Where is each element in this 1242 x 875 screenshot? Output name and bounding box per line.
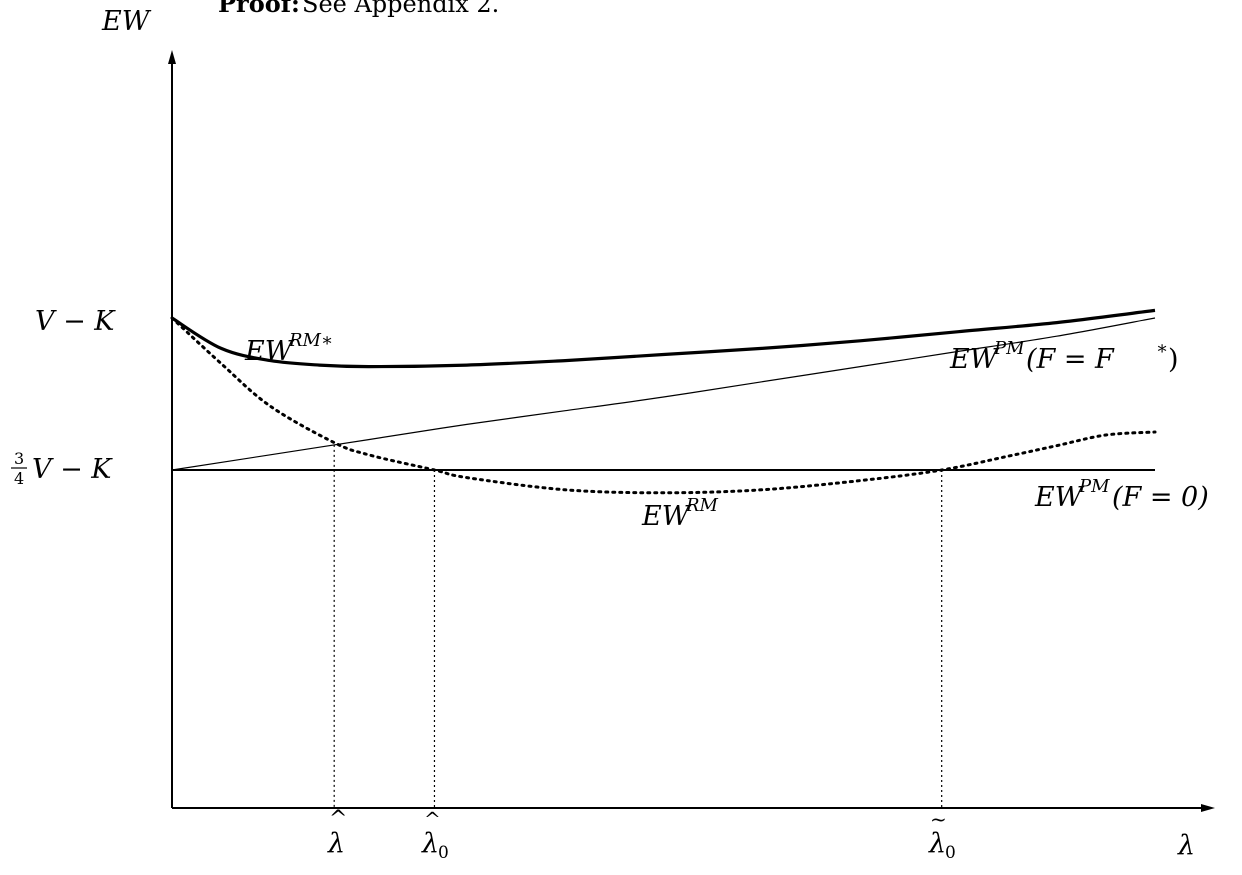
label-ew-rm-star: EW RM∗ [244, 330, 333, 367]
label-ew-pm-fstar: EW PM (F = F ∗ ) [949, 338, 1179, 375]
label-ew-rm-star-sup: RM∗ [288, 330, 333, 351]
y-axis-arrow [168, 50, 176, 64]
label-ew-pm-f0-base: EW [1034, 482, 1085, 513]
drop-lines [333, 444, 943, 808]
label-ew-rm-star-base: EW [244, 336, 295, 367]
frac-numerator: 3 [14, 449, 24, 468]
label-ew-pm-fstar-base: EW [949, 344, 1000, 375]
lambda-tilde0-symbol: λ [928, 828, 946, 859]
label-ew-pm-f0: EW PM (F = 0) [1034, 476, 1209, 513]
label-ew-rm-base: EW [641, 501, 692, 532]
label-ew-pm-fstar-arg-sup: ∗ [1156, 338, 1168, 359]
axes [168, 50, 1215, 812]
x-label-lambda-hat0: ^ λ 0 [421, 807, 449, 863]
lambda-tilde0-subscript: 0 [945, 843, 956, 863]
label-ew-pm-f0-sup: PM [1078, 476, 1110, 497]
lambda-hat-accent: ^ [329, 807, 347, 832]
x-label-lambda-tilde0: ~ λ 0 [928, 807, 956, 863]
x-axis-arrow [1201, 804, 1215, 812]
label-ew-rm-sup: RM [685, 495, 719, 516]
label-ew-pm-fstar-close: ) [1168, 344, 1179, 375]
label-ew-pm-fstar-sup: PM [993, 338, 1025, 359]
y-tick-three-quarters: 3 4 V − K [11, 449, 113, 488]
proof-text: See Appendix 2. [302, 0, 499, 18]
x-axis-title: λ [1177, 830, 1195, 861]
lambda-hat0-subscript: 0 [438, 843, 449, 863]
y-tick-three-quarters-rest: V − K [32, 454, 113, 485]
series-line-ew-rm [170, 316, 1157, 495]
y-axis-title: EW [101, 6, 152, 37]
x-label-lambda-hat: ^ λ [327, 807, 347, 859]
curves [170, 308, 1157, 495]
label-ew-pm-fstar-arg: (F = F [1026, 344, 1115, 375]
lambda-hat0-accent: ^ [424, 807, 441, 831]
lambda-hat0-symbol: λ [421, 828, 439, 859]
label-ew-rm: EW RM [641, 495, 719, 532]
lambda-hat-symbol: λ [327, 828, 345, 859]
series-line-ew-rm-star [171, 308, 1156, 369]
proof-label: Proof: [218, 0, 300, 18]
label-ew-pm-f0-arg: (F = 0) [1112, 482, 1209, 513]
lambda-tilde0-accent: ~ [930, 807, 947, 831]
y-tick-v-minus-k: V − K [35, 306, 116, 337]
frac-denominator: 4 [14, 469, 24, 488]
